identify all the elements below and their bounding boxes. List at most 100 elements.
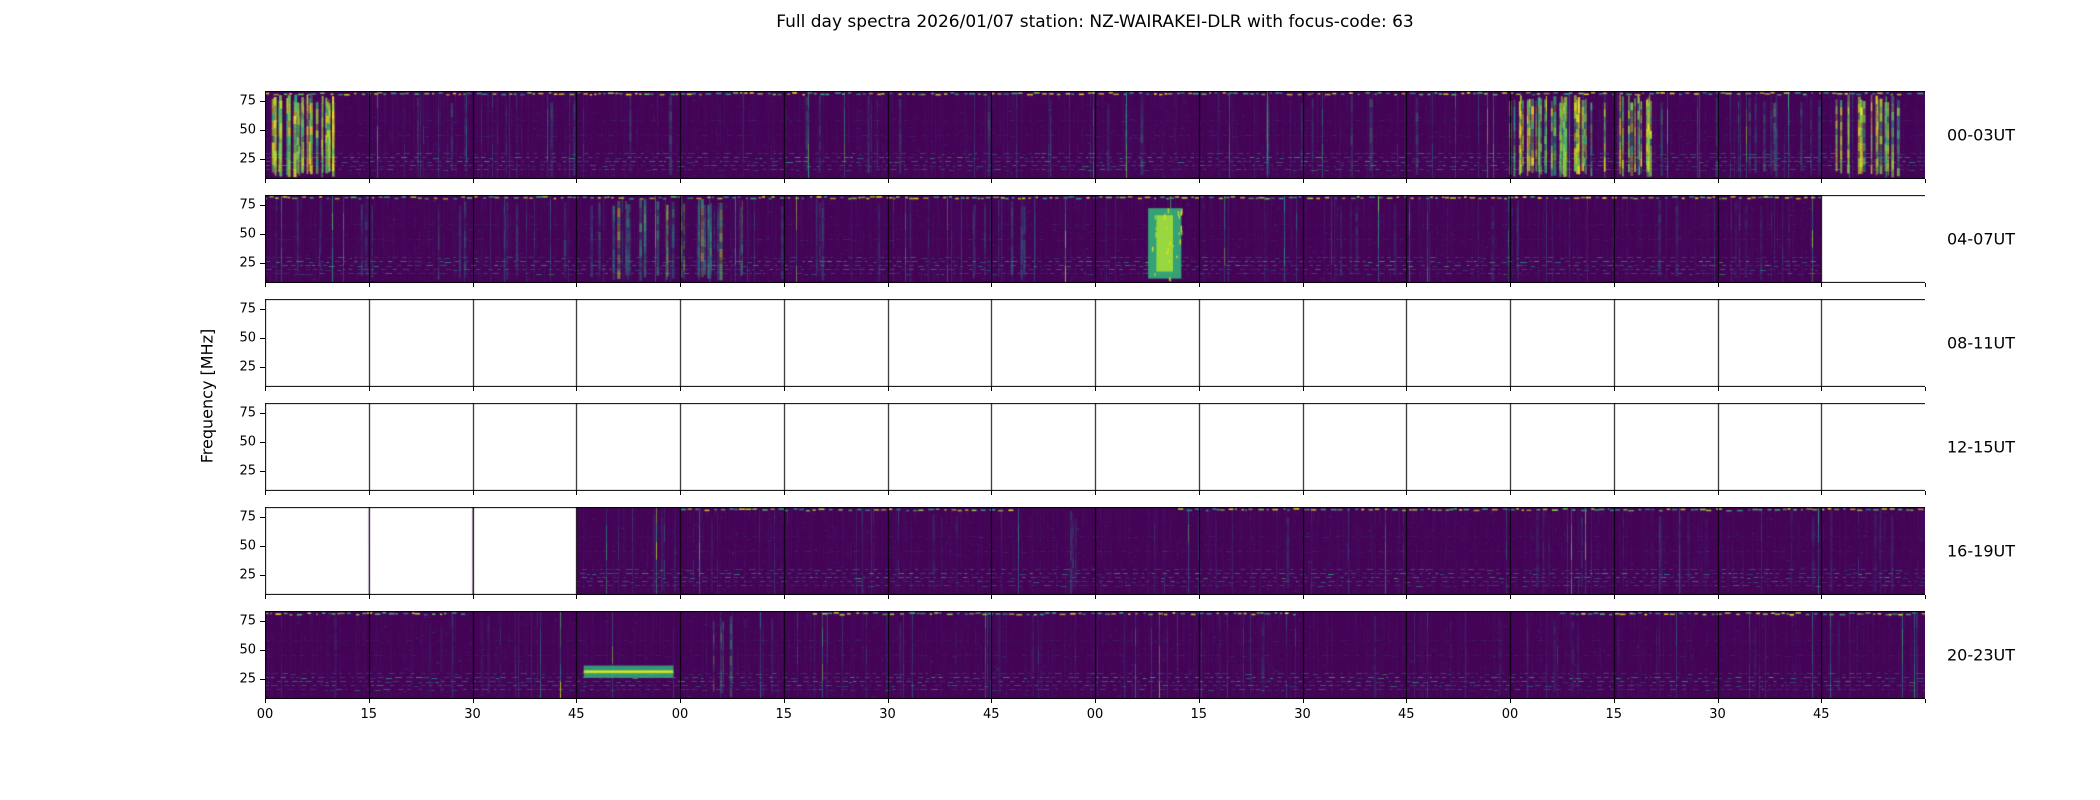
y-tick-label: 50 [239, 226, 256, 242]
x-tick-mark [1925, 179, 1926, 183]
y-tick-label: 25 [239, 463, 256, 479]
x-tick-mark [783, 179, 785, 183]
x-tick-mark [1925, 595, 1926, 599]
x-tick-mark [368, 387, 370, 391]
y-tick-mark [260, 158, 265, 160]
spectrogram-canvas [265, 403, 1925, 491]
x-tick-mark [472, 595, 474, 599]
x-tick-mark [1198, 283, 1200, 287]
x-tick-label: 30 [464, 707, 481, 722]
x-tick-mark [1613, 387, 1615, 391]
y-tick-label: 50 [239, 122, 256, 138]
x-tick-mark [887, 595, 889, 599]
x-tick-mark [1198, 491, 1200, 495]
x-tick-mark [576, 283, 578, 287]
y-tick-label: 50 [239, 538, 256, 554]
y-tick-label: 25 [239, 151, 256, 167]
x-tick-mark [368, 595, 370, 599]
x-tick-mark [1821, 491, 1823, 495]
x-tick-mark [991, 179, 993, 183]
y-tick-label: 75 [239, 509, 256, 525]
x-tick-mark [991, 283, 993, 287]
y-tick-mark [260, 678, 265, 680]
x-tick-label: 15 [360, 707, 378, 722]
x-tick-mark [1095, 387, 1096, 391]
x-tick-mark [1613, 491, 1615, 495]
x-tick-mark [1717, 283, 1719, 287]
y-tick-label: 25 [239, 567, 256, 583]
x-tick-mark [472, 387, 474, 391]
x-tick-label: 30 [879, 707, 896, 722]
y-tick-mark [260, 574, 265, 576]
spectra-row: 75 50 25 20-23UT [239, 611, 2015, 703]
y-tick-mark [260, 262, 265, 264]
x-tick-label: 45 [1812, 707, 1830, 722]
x-tick-mark [887, 283, 889, 287]
x-tick-mark [265, 595, 266, 599]
x-tick-mark [1613, 699, 1615, 703]
y-tick-mark [260, 620, 265, 622]
x-tick-mark [1613, 595, 1615, 599]
x-tick-label: 00 [671, 707, 689, 722]
x-tick-mark [680, 283, 681, 287]
x-tick-label: 15 [1605, 707, 1623, 722]
spectrogram-canvas [265, 195, 1925, 283]
x-tick-mark [1302, 283, 1304, 287]
x-tick-mark [472, 179, 474, 183]
x-tick-mark [1302, 179, 1304, 183]
x-tick-mark [991, 491, 993, 495]
x-tick-mark [1821, 595, 1823, 599]
x-tick-mark [1198, 179, 1200, 183]
x-tick-mark [991, 595, 993, 599]
spectra-row: 75 50 25 00-03UT [239, 91, 2015, 183]
x-tick-mark [991, 699, 993, 703]
row-label: 00-03UT [1947, 125, 2015, 145]
x-tick-mark [991, 387, 993, 391]
spectra-row: 75 50 25 04-07UT [239, 195, 2015, 287]
x-tick-mark [265, 283, 266, 287]
x-tick-mark [680, 595, 681, 599]
x-tick-mark [1510, 283, 1511, 287]
y-tick-label: 75 [239, 93, 256, 109]
x-tick-label: 15 [1190, 707, 1208, 722]
y-tick-label: 50 [239, 642, 256, 658]
spectra-row: 75 50 25 08-11UT [239, 299, 2015, 391]
x-tick-mark [1717, 491, 1719, 495]
x-tick-mark [887, 179, 889, 183]
x-tick-mark [368, 179, 370, 183]
x-tick-mark [1510, 491, 1511, 495]
y-tick-mark [260, 129, 265, 131]
y-tick-label: 25 [239, 671, 256, 687]
y-tick-mark [260, 470, 265, 472]
y-tick-label: 75 [239, 301, 256, 317]
x-tick-mark [1095, 699, 1096, 703]
x-tick-mark [1198, 699, 1200, 703]
row-label: 04-07UT [1947, 229, 2015, 249]
x-tick-mark [265, 387, 266, 391]
x-tick-mark [1302, 699, 1304, 703]
x-tick-mark [576, 387, 578, 391]
x-tick-mark [576, 179, 578, 183]
y-tick-label: 50 [239, 330, 256, 346]
x-tick-mark [1925, 283, 1926, 287]
x-tick-mark [1613, 179, 1615, 183]
x-tick-mark [783, 699, 785, 703]
chart-title: Full day spectra 2026/01/07 station: NZ-… [776, 12, 1414, 32]
x-tick-mark [887, 491, 889, 495]
y-tick-mark [260, 233, 265, 235]
x-tick-label: 15 [775, 707, 793, 722]
x-tick-mark [472, 699, 474, 703]
x-tick-mark [265, 179, 266, 183]
row-label: 16-19UT [1947, 541, 2015, 561]
x-tick-mark [472, 283, 474, 287]
x-tick-mark [1095, 595, 1096, 599]
x-tick-label: 00 [1501, 707, 1519, 722]
y-tick-label: 25 [239, 255, 256, 271]
x-tick-mark [1095, 491, 1096, 495]
y-tick-mark [260, 366, 265, 368]
x-tick-labels: 00 15 30 45 00 15 30 45 00 15 30 45 00 15 30 45 [0, 707, 2100, 727]
x-tick-mark [680, 699, 681, 703]
x-tick-mark [783, 387, 785, 391]
row-label: 12-15UT [1947, 437, 2015, 457]
